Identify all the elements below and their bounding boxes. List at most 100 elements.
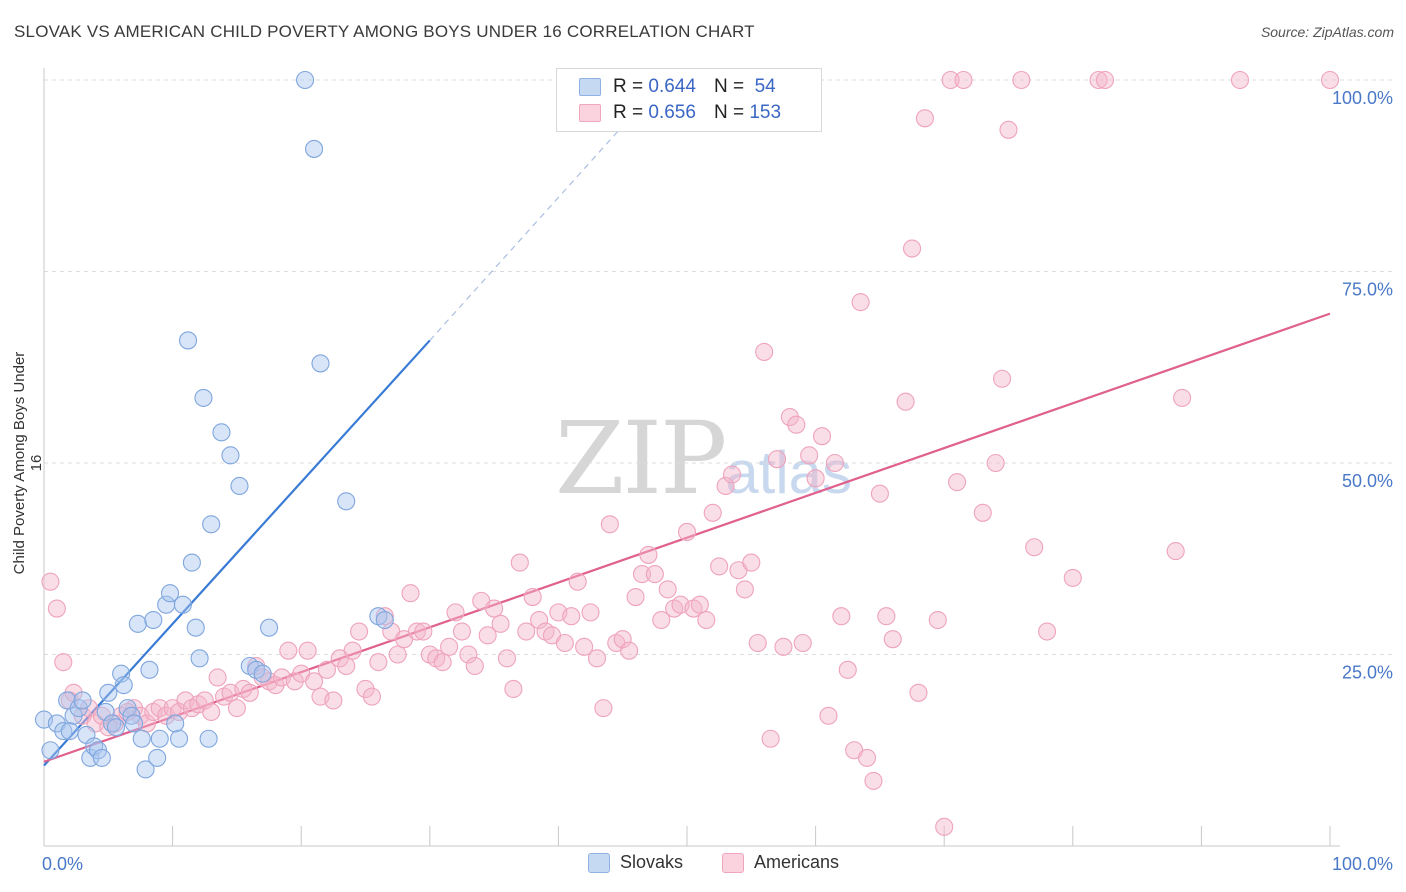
data-point-americans (639, 545, 658, 564)
data-point-slovaks (230, 476, 249, 496)
data-point-slovaks (124, 714, 144, 733)
legend-label-slovaks: Slovaks (620, 852, 684, 872)
data-point-americans (948, 473, 967, 492)
data-point-slovaks (337, 492, 356, 511)
data-point-americans (658, 580, 677, 599)
y-tick-label: 25.0% (1342, 663, 1393, 683)
data-point-americans (298, 641, 317, 660)
data-point-slovaks (41, 741, 60, 760)
legend-item-americans[interactable]: Americans (722, 852, 839, 873)
data-point-americans (755, 342, 774, 361)
data-point-americans (941, 70, 960, 90)
data-point-americans (626, 587, 645, 607)
data-point-americans (227, 699, 246, 718)
x-tick-label: 100.0% (1332, 854, 1393, 874)
legend-item-slovaks[interactable]: Slovaks (588, 852, 683, 873)
data-point-americans (305, 672, 324, 691)
watermark-atlas: atlas (725, 439, 853, 506)
data-point-slovaks (73, 691, 92, 710)
data-point-americans (825, 453, 844, 473)
data-point-slovaks (60, 722, 79, 741)
data-point-americans (697, 610, 716, 630)
data-point-americans (202, 702, 221, 722)
data-point-americans (864, 771, 883, 790)
data-point-slovaks (253, 664, 272, 683)
data-point-americans (523, 587, 542, 607)
legend-row-americans: R = 0.656 N = 153 (579, 101, 781, 125)
data-point-americans (999, 120, 1018, 139)
legend-n-label: N = (713, 76, 745, 97)
data-point-americans (478, 626, 497, 645)
data-point-americans (452, 622, 472, 641)
data-point-americans (915, 109, 934, 128)
legend-n-value: 54 (754, 76, 776, 97)
legend-row-slovaks: R = 0.644 N = 54 (579, 75, 776, 99)
data-point-americans (369, 653, 388, 672)
data-point-americans (1063, 568, 1082, 587)
legend-n-value: 153 (749, 102, 782, 123)
data-point-americans (530, 610, 549, 630)
data-points (34, 70, 1340, 836)
data-point-americans (356, 679, 375, 699)
data-point-slovaks (128, 614, 147, 633)
data-point-americans (1320, 70, 1340, 90)
data-point-americans (414, 622, 433, 641)
data-point-slovaks (375, 610, 394, 630)
data-point-americans (986, 453, 1005, 473)
data-point-americans (1012, 70, 1031, 90)
data-point-americans (401, 584, 420, 603)
data-point-americans (735, 580, 754, 599)
trend-line-americans (43, 312, 1331, 763)
data-point-americans (491, 614, 510, 633)
legend-swatch-slovaks (588, 852, 610, 873)
trend-line-slovaks (43, 339, 431, 767)
data-point-americans (317, 660, 336, 679)
data-point-americans (362, 687, 381, 706)
data-point-slovaks (178, 331, 198, 350)
data-point-americans (562, 607, 581, 626)
data-point-slovaks (160, 584, 180, 603)
y-axis-label: Child Poverty Among Boys Under 16 (11, 351, 45, 575)
data-point-americans (703, 503, 722, 522)
data-point-americans (1095, 70, 1114, 90)
data-point-slovaks (221, 446, 240, 465)
data-point-americans (722, 465, 742, 484)
data-point-americans (337, 656, 356, 676)
data-point-americans (343, 641, 362, 660)
data-point-americans (1025, 538, 1044, 557)
y-tick-label: 100.0% (1332, 88, 1393, 108)
data-point-americans (594, 699, 613, 718)
data-point-americans (767, 450, 787, 469)
trend-line-extension (429, 125, 624, 341)
data-point-americans (716, 476, 735, 496)
data-point-americans (613, 630, 632, 649)
data-point-slovaks (169, 729, 189, 748)
data-point-americans (195, 691, 214, 710)
data-point-americans (690, 595, 709, 614)
legend-r-label: R = (613, 102, 644, 123)
data-point-americans (433, 653, 452, 672)
data-point-americans (266, 676, 285, 695)
data-point-americans (877, 607, 896, 626)
data-point-slovaks (311, 354, 330, 373)
legend-r-label: R = (613, 76, 644, 97)
data-point-americans (279, 641, 298, 660)
data-point-americans (774, 637, 793, 656)
data-point-americans (677, 522, 697, 541)
data-point-americans (1166, 542, 1185, 561)
data-point-slovaks (173, 595, 192, 614)
data-point-americans (793, 633, 812, 653)
trend-lines (43, 125, 1331, 767)
data-point-slovaks (212, 423, 231, 442)
legend-swatch-americans (722, 852, 744, 873)
data-point-slovaks (114, 676, 133, 695)
data-point-americans (504, 679, 523, 699)
data-point-americans (459, 645, 478, 664)
legend-swatch-slovaks (579, 78, 601, 96)
watermark: ZIPatlas (555, 400, 852, 517)
data-point-slovaks (92, 748, 111, 767)
data-point-americans (993, 369, 1012, 388)
chart-title: SLOVAK VS AMERICAN CHILD POVERTY AMONG B… (14, 22, 755, 41)
data-point-americans (150, 699, 169, 718)
